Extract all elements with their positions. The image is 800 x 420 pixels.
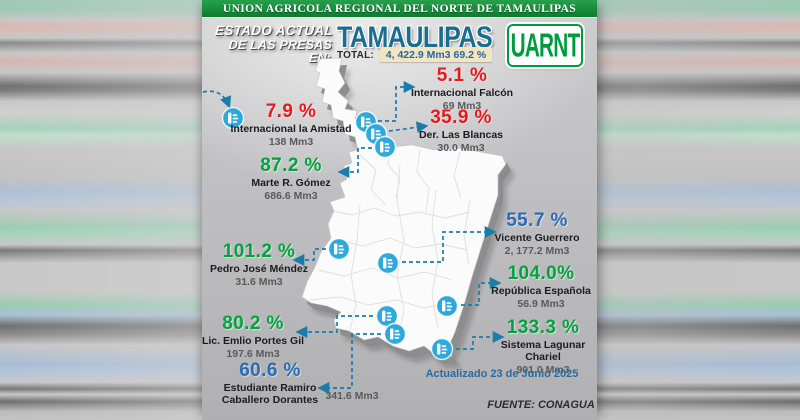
total-value-badge: 4, 422.9 Mm3 69.2 % <box>380 47 492 62</box>
dam-percent: 87.2 % <box>260 155 322 176</box>
dam-volume: 197.6 Mm3 <box>226 347 280 360</box>
dam-label-portes-gil: 80.2 % Lic. Emlio Portes Gil 197.6 Mm3 <box>202 314 304 360</box>
dam-name: Estudiante Ramiro Caballero Dorantes <box>221 382 319 406</box>
dam-label-chariel: 133.3 % Sistema Lagunar Chariel 901.0 Mm… <box>497 318 589 376</box>
header-banner: UNION AGRICOLA REGIONAL DEL NORTE DE TAM… <box>202 0 597 18</box>
dam-label-pedro-mendez: 101.2 % Pedro José Méndez 31.6 Mm3 <box>210 242 308 288</box>
dam-volume: 31.6 Mm3 <box>235 275 283 288</box>
banner-text: UNION AGRICOLA REGIONAL DEL NORTE DE TAM… <box>222 2 577 15</box>
total-label: TOTAL: <box>337 50 374 61</box>
total-value: 4, 422.9 Mm3 69.2 % <box>385 48 487 61</box>
dam-name: Der. Las Blancas <box>418 129 504 141</box>
dam-percent: 80.2 % <box>222 313 284 334</box>
dam-label-vicente-guerrero: 55.7 % Vicente Guerrero 2, 177.2 Mm3 <box>494 211 579 257</box>
dam-volume: 30.0 Mm3 <box>437 141 485 154</box>
dam-name: Pedro José Méndez <box>209 263 309 275</box>
dam-percent: 35.9 % <box>430 107 492 128</box>
dam-label-amistad: 7.9 % Internacional la Amistad 138 Mm3 <box>231 102 352 148</box>
dam-label-las-blancas: 35.9 % Der. Las Blancas 30.0 Mm3 <box>419 108 503 154</box>
dam-volume: 2, 177.2 Mm3 <box>504 244 570 257</box>
dam-percent: 5.1 % <box>436 65 488 86</box>
dam-name: Internacional Falcón <box>410 87 514 99</box>
data-source: FUENTE: CONAGUA <box>487 399 595 411</box>
dam-percent: 60.6 % <box>239 360 301 381</box>
dam-label-marte-gomez: 87.2 % Marte R. Gómez 686.6 Mm3 <box>251 156 330 202</box>
dam-volume: 686.6 Mm3 <box>264 189 318 202</box>
dam-volume: 901.0 Mm3 <box>516 363 570 376</box>
dam-label-estudiante: 60.6 % Estudiante Ramiro Caballero Doran… <box>205 361 335 407</box>
dam-percent: 55.7 % <box>506 210 568 231</box>
dam-name: Lic. Emlio Portes Gil <box>201 335 305 347</box>
dam-volume: 56.9 Mm3 <box>517 297 565 310</box>
dam-volume: 138 Mm3 <box>268 135 314 148</box>
uarnt-logo: UARNT <box>507 24 583 67</box>
title-block: ESTADO ACTUAL DE LAS PRESAS EN: <box>207 23 334 66</box>
dam-percent: 101.2 % <box>222 241 296 262</box>
dam-label-republica-espanola: 104.0% República Española 56.9 Mm3 <box>491 264 591 310</box>
dam-name: Internacional la Amistad <box>230 123 352 135</box>
dam-percent: 104.0% <box>507 263 575 284</box>
dam-percent: 133.3 % <box>506 317 580 338</box>
title-line1: ESTADO ACTUAL <box>214 23 334 38</box>
uarnt-logo-text: UARNT <box>510 25 581 65</box>
dam-name: Vicente Guerrero <box>494 232 580 244</box>
dam-label-falcon: 5.1 % Internacional Falcón 69 Mm3 <box>411 66 513 112</box>
dam-name: República Española <box>491 285 591 297</box>
dam-name: Marte R. Gómez <box>251 177 331 189</box>
dam-name: Sistema Lagunar Chariel <box>500 339 586 363</box>
updated-date: Actualizado 23 de Junio 2025 <box>425 368 579 380</box>
dam-percent: 7.9 % <box>265 101 317 122</box>
dam-volume-estudiante: 341.6 Mm3 <box>325 390 379 402</box>
title-line2: DE LAS PRESAS EN: <box>228 37 333 66</box>
